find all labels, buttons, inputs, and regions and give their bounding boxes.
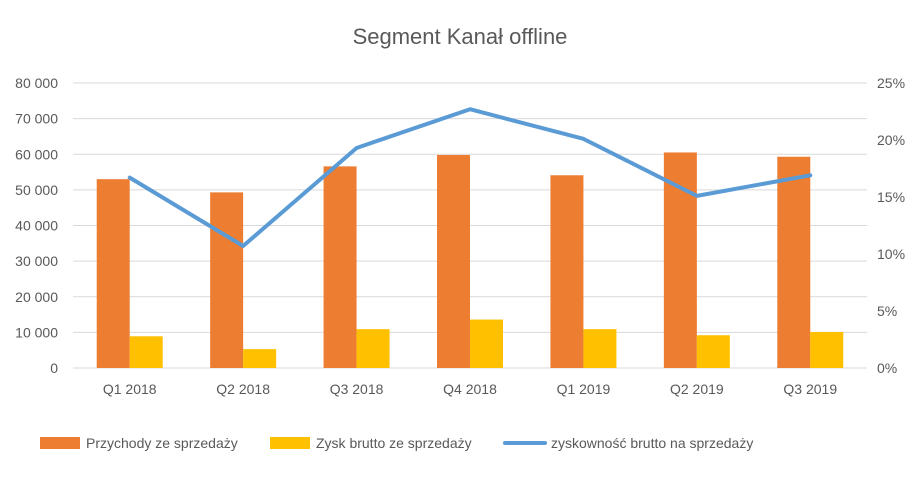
- gross-profit-bar: [696, 335, 730, 368]
- category-label: Q3 2019: [783, 381, 837, 397]
- revenue-bar: [437, 154, 470, 368]
- category-label: Q1 2018: [103, 381, 157, 397]
- right-tick-label: 0%: [877, 360, 897, 376]
- category-label: Q4 2018: [443, 381, 497, 397]
- left-tick-label: 20 000: [15, 289, 58, 305]
- left-tick-label: 10 000: [15, 324, 58, 340]
- gross-profit-bar: [470, 319, 503, 368]
- margin-series-line: [127, 107, 813, 249]
- gross-profit-bar: [583, 329, 617, 368]
- left-tick-label: 80 000: [15, 75, 58, 91]
- right-tick-label: 25%: [877, 75, 905, 91]
- left-tick-label: 50 000: [15, 182, 58, 198]
- legend: Przychody ze sprzedaży Zysk brutto ze sp…: [40, 435, 753, 451]
- margin-line: [127, 107, 813, 249]
- right-tick-label: 10%: [877, 246, 905, 262]
- revenue-bar: [777, 156, 811, 368]
- left-tick-label: 30 000: [15, 253, 58, 269]
- legend-label-margin: zyskowność brutto na sprzedaży: [551, 435, 753, 451]
- category-label: Q2 2019: [670, 381, 724, 397]
- right-tick-label: 20%: [877, 132, 905, 148]
- bars: [96, 152, 844, 368]
- revenue-bar: [550, 175, 584, 368]
- revenue-bar: [663, 152, 697, 368]
- category-label: Q3 2018: [330, 381, 384, 397]
- legend-label-gross-profit: Zysk brutto ze sprzedaży: [316, 435, 472, 451]
- gross-profit-bar: [129, 336, 163, 368]
- legend-label-revenue: Przychody ze sprzedaży: [86, 435, 238, 451]
- category-labels: Q1 2018 Q2 2018 Q3 2018 Q4 2018 Q1 2019 Q2 20…: [103, 381, 837, 397]
- chart-title: Segment Kanał offline: [353, 24, 568, 49]
- gross-profit-bar: [810, 332, 844, 368]
- left-tick-label: 60 000: [15, 146, 58, 162]
- legend-swatch-gross-profit: [270, 437, 310, 449]
- gross-profit-bar: [243, 349, 277, 368]
- legend-swatch-revenue: [40, 437, 80, 449]
- right-axis-ticks: 0% 5% 10% 15% 20% 25%: [877, 75, 905, 376]
- left-tick-label: 40 000: [15, 218, 58, 234]
- category-label: Q1 2019: [557, 381, 611, 397]
- left-tick-label: 0: [50, 360, 58, 376]
- revenue-bar: [96, 179, 130, 368]
- revenue-bar: [323, 166, 357, 368]
- category-label: Q2 2018: [216, 381, 270, 397]
- revenue-bar: [210, 192, 244, 368]
- right-tick-label: 5%: [877, 303, 897, 319]
- left-axis-ticks: 0 10 000 20 000 30 000 40 000 50 000 60 000 70 …: [15, 75, 58, 376]
- gross-profit-bar: [356, 329, 390, 368]
- left-tick-label: 70 000: [15, 111, 58, 127]
- right-tick-label: 15%: [877, 189, 905, 205]
